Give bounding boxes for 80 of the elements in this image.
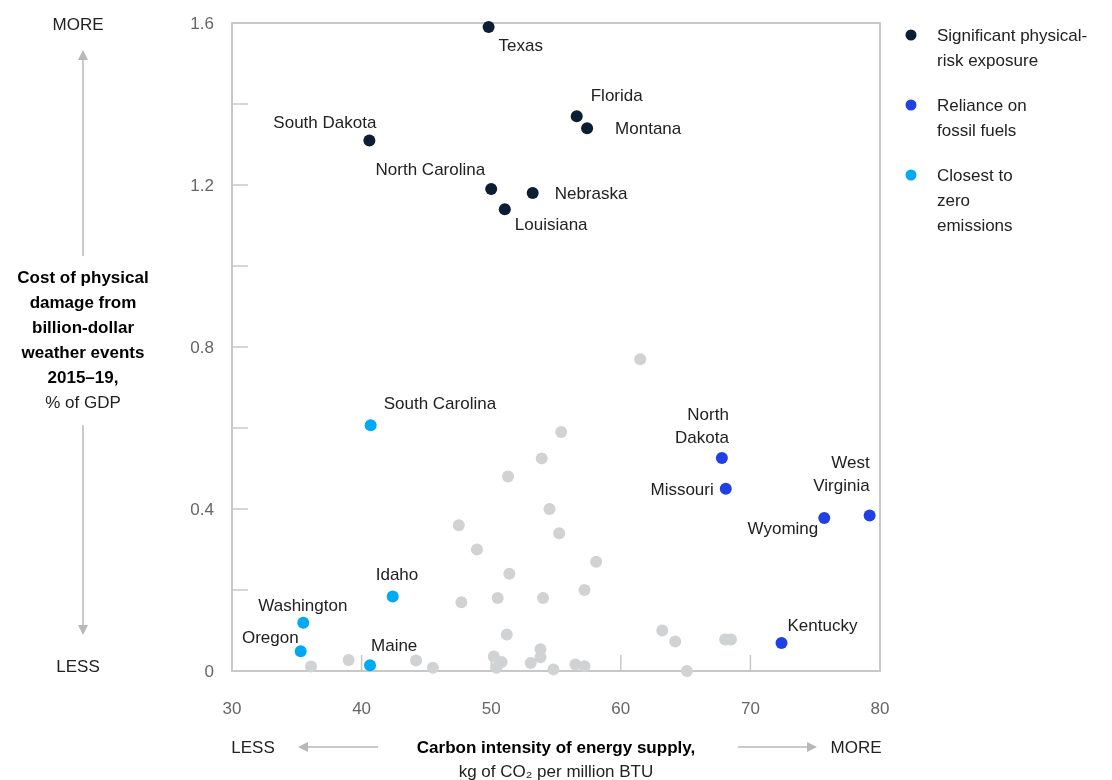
point <box>503 567 516 580</box>
point <box>342 654 355 667</box>
point <box>297 616 310 629</box>
point <box>634 353 647 366</box>
point <box>535 452 548 465</box>
legend-label: Reliance on fossil fuels <box>937 95 1027 140</box>
x-tick-label: 50 <box>481 699 501 718</box>
annotation: Oregon <box>241 628 299 648</box>
point <box>364 659 377 672</box>
annotation: Maine <box>371 636 418 656</box>
point <box>452 519 465 532</box>
text: MORE <box>830 738 882 757</box>
point <box>590 555 603 568</box>
point <box>553 527 566 540</box>
point <box>498 203 511 216</box>
point <box>491 592 504 605</box>
point <box>537 592 550 605</box>
point <box>547 663 560 676</box>
x-tick-label: 30 <box>222 699 242 718</box>
point <box>680 665 693 677</box>
point <box>490 661 503 674</box>
y-tick-label: 1.2 <box>190 175 214 195</box>
point <box>818 511 831 524</box>
annotation: Wyoming <box>747 518 819 538</box>
y-tick-label: 0.8 <box>190 337 214 357</box>
point <box>578 584 591 596</box>
point <box>656 624 669 637</box>
annotation: Montana <box>615 119 682 139</box>
point <box>426 661 439 674</box>
x-tick-label: 60 <box>611 699 631 718</box>
point <box>775 637 788 650</box>
point <box>715 451 728 464</box>
point <box>555 426 568 439</box>
annotation: Louisiana <box>514 215 589 235</box>
point <box>363 134 376 147</box>
point <box>410 654 423 667</box>
point <box>364 419 377 432</box>
annotation: Kentucky <box>787 616 858 636</box>
x-tick-label: 70 <box>740 699 760 718</box>
point <box>386 590 399 603</box>
annotation: Florida <box>590 86 644 106</box>
text: LESS <box>231 738 275 757</box>
legend-label: Closest to zero emissions <box>937 165 1013 235</box>
annotation: Washington <box>258 595 348 615</box>
point <box>581 122 594 135</box>
annotation: Nebraska <box>554 184 628 204</box>
point <box>669 635 682 648</box>
annotation: North Dakota <box>675 404 730 447</box>
point <box>526 187 539 200</box>
legend-label: Significant physical-risk exposure <box>937 25 1088 70</box>
text: LESS <box>56 657 100 676</box>
text: MORE <box>52 15 104 34</box>
annotation: North Carolina <box>375 160 486 180</box>
x-tick-label: 40 <box>352 699 372 718</box>
point <box>470 543 483 556</box>
point <box>482 21 495 34</box>
y-axis-title: Cost of physical damage from billion-dollar weather events 2015–19, % of GDP <box>17 268 149 412</box>
point <box>543 503 556 515</box>
annotation: South Dakota <box>273 113 377 133</box>
annotation: Missouri <box>650 479 714 499</box>
annotation: Texas <box>498 36 544 56</box>
y-tick-label: 0 <box>204 661 214 681</box>
point <box>455 596 468 609</box>
point <box>502 470 515 483</box>
x-tick-label: 80 <box>870 699 890 718</box>
annotation: South Carolina <box>383 394 497 414</box>
point <box>500 628 513 641</box>
point <box>719 482 732 495</box>
x-axis-title: Carbon intensity of energy supply, kg of CO₂ per million BTU <box>416 738 696 780</box>
point <box>485 183 498 196</box>
point <box>863 509 876 522</box>
y-tick-label: 0.4 <box>190 499 214 519</box>
point <box>294 645 307 658</box>
y-tick-label: 1.6 <box>190 13 214 33</box>
annotation: Idaho <box>375 565 419 585</box>
annotation: West Virginia <box>813 453 871 496</box>
point <box>305 660 318 673</box>
point <box>578 660 591 673</box>
point <box>524 656 537 669</box>
point <box>570 110 583 123</box>
